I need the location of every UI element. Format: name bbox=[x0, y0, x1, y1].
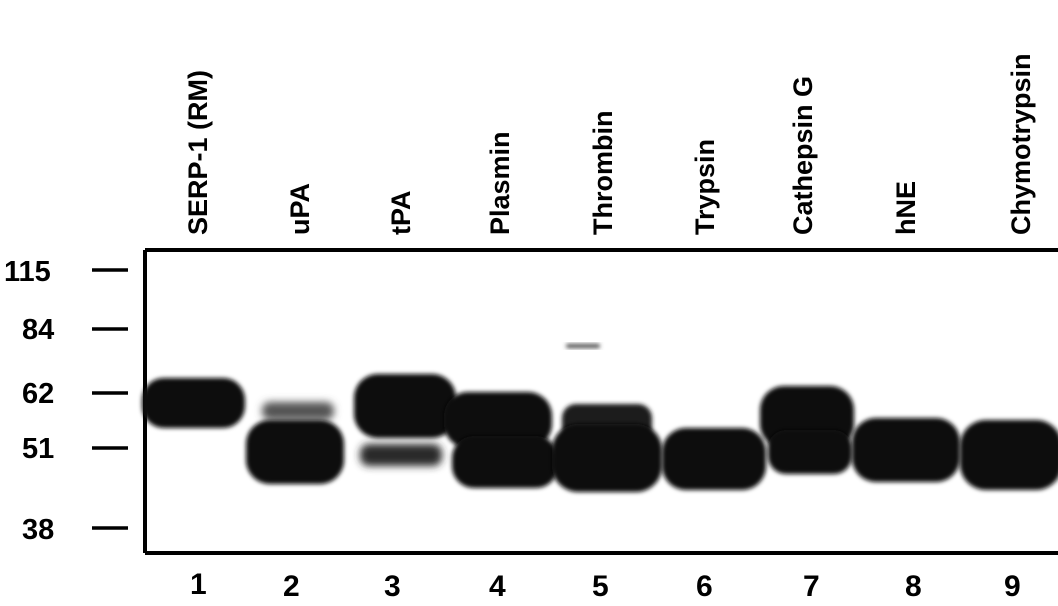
band-lane-4-upper bbox=[444, 392, 552, 448]
lane-number-6: 6 bbox=[696, 570, 713, 603]
lane-label-8: hNE bbox=[891, 181, 921, 235]
band-lane-2-faint bbox=[262, 402, 334, 420]
lane-number-3: 3 bbox=[384, 570, 401, 603]
lane-numbers: 1 2 3 4 5 6 7 8 9 bbox=[190, 568, 1021, 603]
lane-labels: SERP-1 (RM) uPA tPA Plasmin Thrombin Try… bbox=[183, 53, 1036, 235]
marker-label-38: 38 bbox=[22, 514, 54, 546]
band-lane-3-upper bbox=[354, 374, 456, 438]
lane-label-9: Chymotrypsin bbox=[1006, 53, 1036, 235]
band-lane-6 bbox=[662, 428, 766, 490]
lane-number-9: 9 bbox=[1004, 570, 1021, 603]
lane-label-7: Cathepsin G bbox=[788, 76, 818, 235]
band-lane-1 bbox=[142, 378, 245, 428]
lane-label-1: SERP-1 (RM) bbox=[183, 70, 213, 235]
gel-bands bbox=[142, 344, 1058, 492]
lane-number-8: 8 bbox=[905, 570, 922, 603]
lane-number-4: 4 bbox=[489, 570, 506, 603]
band-lane-4-lower bbox=[452, 436, 558, 488]
marker-label-115: 115 bbox=[4, 256, 51, 288]
marker-label-84: 84 bbox=[22, 314, 54, 346]
band-lane-9 bbox=[960, 420, 1058, 490]
band-lane-8 bbox=[852, 418, 960, 482]
band-lane-3-lower bbox=[360, 444, 442, 466]
band-lane-7-lower bbox=[768, 430, 852, 474]
lane-number-2: 2 bbox=[283, 570, 300, 603]
marker-label-51: 51 bbox=[22, 433, 54, 465]
lane-label-5: Thrombin bbox=[588, 111, 618, 235]
marker-label-62: 62 bbox=[22, 378, 54, 410]
gel-frame bbox=[143, 248, 1058, 555]
band-lane-5-artifact bbox=[566, 344, 600, 348]
band-lane-5-lower bbox=[552, 424, 662, 492]
lane-label-6: Trypsin bbox=[690, 139, 720, 235]
lane-number-7: 7 bbox=[803, 570, 820, 603]
lane-label-4: Plasmin bbox=[485, 131, 515, 235]
lane-label-3: tPA bbox=[386, 191, 416, 236]
lane-number-5: 5 bbox=[592, 570, 609, 603]
lane-label-2: uPA bbox=[285, 183, 315, 235]
lane-number-1: 1 bbox=[190, 568, 207, 601]
band-lane-2 bbox=[246, 420, 344, 484]
mw-markers: 115 84 62 51 38 bbox=[4, 256, 128, 546]
